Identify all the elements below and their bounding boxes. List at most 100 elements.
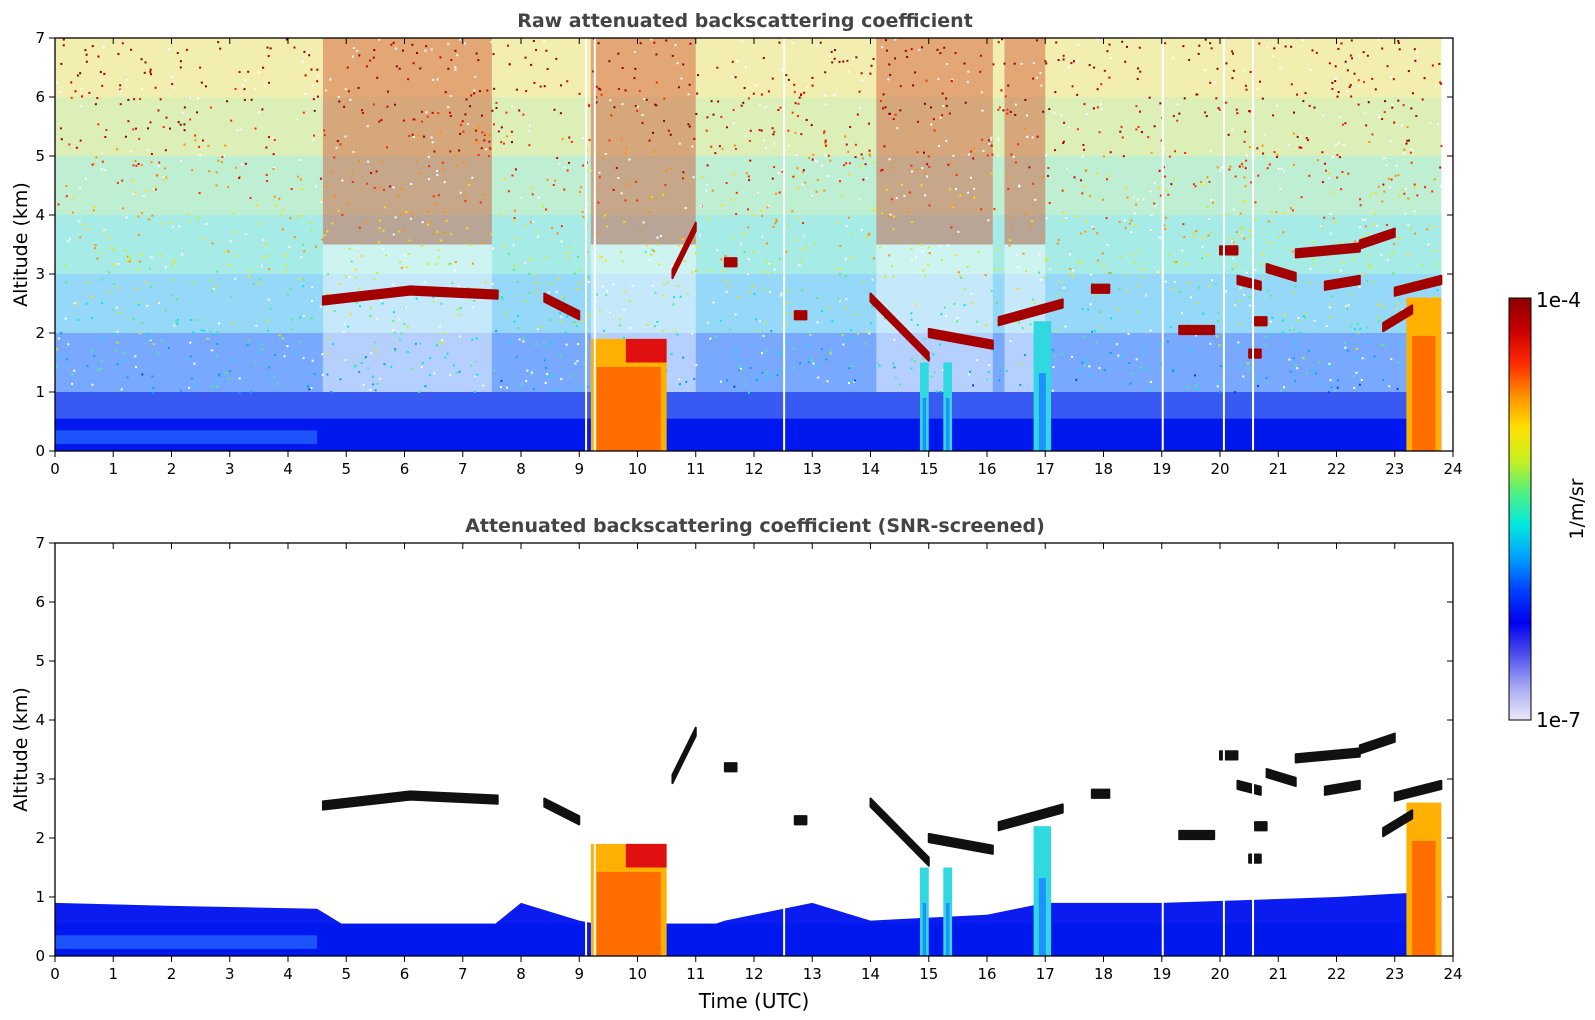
- noise-speckle: [462, 130, 465, 133]
- noise-speckle: [141, 212, 144, 215]
- noise-speckle: [686, 293, 689, 296]
- noise-speckle: [891, 167, 894, 170]
- x-tick-label: 2: [167, 460, 177, 478]
- noise-speckle: [1017, 143, 1020, 146]
- noise-speckle: [268, 254, 271, 257]
- noise-speckle: [400, 332, 403, 335]
- noise-speckle: [529, 221, 532, 224]
- noise-speckle: [141, 164, 144, 167]
- noise-speckle: [1377, 38, 1380, 41]
- noise-speckle: [712, 301, 715, 304]
- noise-speckle: [1219, 365, 1222, 368]
- noise-speckle: [1016, 288, 1019, 291]
- noise-speckle: [488, 140, 491, 143]
- noise-speckle: [854, 143, 857, 146]
- noise-speckle: [484, 132, 487, 135]
- noise-speckle: [421, 221, 424, 224]
- noise-speckle: [116, 181, 119, 184]
- noise-speckle: [1068, 273, 1071, 276]
- noise-speckle: [531, 193, 534, 196]
- noise-speckle: [928, 165, 931, 168]
- noise-speckle: [588, 104, 591, 107]
- noise-speckle: [290, 188, 293, 191]
- noise-speckle: [706, 183, 709, 186]
- noise-speckle: [823, 130, 826, 133]
- noise-speckle: [811, 84, 814, 87]
- noise-speckle: [505, 386, 508, 389]
- noise-speckle: [1359, 327, 1362, 330]
- noise-speckle: [308, 54, 311, 57]
- noise-speckle: [1010, 153, 1013, 156]
- noise-speckle: [713, 335, 716, 338]
- noise-speckle: [95, 156, 98, 159]
- noise-speckle: [295, 351, 298, 354]
- noise-speckle: [132, 179, 135, 182]
- noise-speckle: [1085, 219, 1088, 222]
- noise-speckle: [601, 285, 604, 288]
- noise-speckle: [168, 347, 171, 350]
- noise-speckle: [1245, 159, 1248, 162]
- noise-speckle: [1271, 316, 1274, 319]
- noise-speckle: [991, 153, 994, 156]
- noise-speckle: [171, 263, 174, 266]
- noise-speckle: [72, 196, 75, 199]
- noise-speckle: [431, 141, 434, 144]
- noise-speckle: [1357, 103, 1360, 106]
- noise-speckle: [1353, 72, 1356, 75]
- noise-speckle: [146, 332, 149, 335]
- noise-speckle: [868, 232, 871, 235]
- noise-speckle: [973, 187, 976, 190]
- noise-speckle: [497, 129, 500, 132]
- noise-speckle: [778, 191, 781, 194]
- noise-speckle: [127, 98, 130, 101]
- noise-speckle: [1026, 114, 1029, 117]
- noise-speckle: [1055, 41, 1058, 44]
- noise-speckle: [417, 134, 420, 137]
- noise-speckle: [490, 40, 493, 43]
- noise-speckle: [1218, 108, 1221, 111]
- noise-band: [55, 156, 1442, 215]
- noise-speckle: [500, 126, 503, 129]
- noise-speckle: [1124, 186, 1127, 189]
- noise-speckle: [808, 156, 811, 159]
- noise-speckle: [808, 357, 811, 360]
- data-gap: [1222, 38, 1225, 451]
- noise-speckle: [1232, 208, 1235, 211]
- x-tick-label: 7: [458, 460, 468, 478]
- noise-speckle: [781, 68, 784, 71]
- noise-speckle: [1240, 234, 1243, 237]
- noise-speckle: [1292, 163, 1295, 166]
- noise-speckle: [1410, 161, 1413, 164]
- noise-speckle: [587, 276, 590, 279]
- noise-speckle: [676, 333, 679, 336]
- noise-speckle: [936, 48, 939, 51]
- noise-speckle: [731, 60, 734, 63]
- noise-speckle: [1339, 241, 1342, 244]
- noise-speckle: [202, 237, 205, 240]
- noise-speckle: [132, 128, 135, 131]
- noise-speckle: [365, 65, 368, 68]
- noise-speckle: [369, 388, 372, 391]
- noise-speckle: [628, 326, 631, 329]
- noise-speckle: [433, 150, 436, 153]
- noise-speckle: [769, 376, 772, 379]
- noise-speckle: [347, 90, 350, 93]
- noise-speckle: [1353, 328, 1356, 331]
- noise-speckle: [682, 356, 685, 359]
- noise-speckle: [758, 319, 761, 322]
- noise-speckle: [537, 235, 540, 238]
- noise-speckle: [1057, 238, 1060, 241]
- noise-speckle: [84, 177, 87, 180]
- noise-speckle: [651, 248, 654, 251]
- noise-speckle: [1135, 310, 1138, 313]
- noise-speckle: [988, 139, 991, 142]
- noise-speckle: [1309, 69, 1312, 72]
- noise-speckle: [1407, 253, 1410, 256]
- x-tick-label: 15: [919, 460, 938, 478]
- noise-speckle: [1066, 167, 1069, 170]
- noise-speckle: [385, 146, 388, 149]
- noise-speckle: [652, 250, 655, 253]
- noise-speckle: [913, 360, 916, 363]
- noise-speckle: [107, 236, 110, 239]
- noise-speckle: [1397, 302, 1400, 305]
